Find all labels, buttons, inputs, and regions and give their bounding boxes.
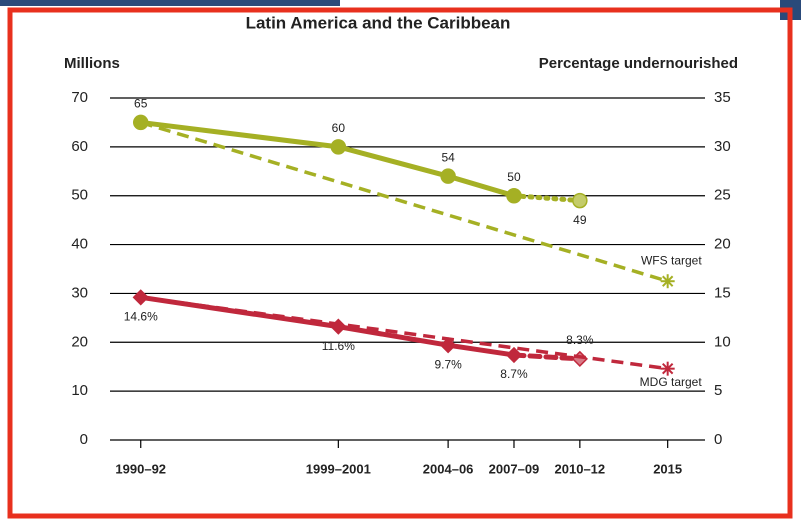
y-tick-label: 20 (71, 333, 88, 350)
top-strip (0, 0, 340, 6)
y2-tick-label: 30 (714, 138, 731, 155)
data-label: 8.3% (566, 333, 594, 347)
y2-tick-label: 25 (714, 187, 731, 204)
x-tick-label: 2010–12 (555, 461, 606, 476)
data-label: 9.7% (434, 357, 462, 371)
y-tick-label: 50 (71, 187, 88, 204)
y2-tick-label: 5 (714, 382, 722, 399)
y-tick-label: 0 (80, 431, 88, 448)
y-axis-label: Millions (64, 55, 120, 72)
y2-tick-label: 10 (714, 333, 731, 350)
data-label: 14.6% (124, 310, 158, 324)
series-line (138, 119, 517, 199)
data-label: 50 (507, 170, 521, 184)
y-tick-label: 40 (71, 236, 88, 253)
marker (572, 192, 588, 209)
y2-axis-label: Percentage undernourished (539, 55, 738, 72)
y-tick-label: 70 (71, 89, 88, 106)
marker (439, 337, 457, 354)
data-label: 65 (134, 97, 148, 111)
series-label: WFS target (641, 253, 702, 267)
y-tick-label: 10 (71, 382, 88, 399)
data-label: 54 (441, 150, 455, 164)
data-label: 49 (573, 213, 587, 227)
data-label: 8.7% (500, 367, 528, 381)
target-line (140, 120, 669, 283)
target-marker (660, 274, 675, 289)
y-tick-label: 30 (71, 284, 88, 301)
projection-line (511, 352, 583, 362)
projection-line (511, 193, 583, 204)
x-tick-label: 2007–09 (489, 461, 540, 476)
data-label: 11.6% (322, 339, 355, 353)
marker (505, 346, 523, 364)
marker (440, 168, 456, 184)
x-tick-label: 2015 (653, 461, 682, 476)
y-tick-label: 60 (71, 138, 88, 155)
marker (506, 187, 522, 204)
target-line (140, 295, 668, 371)
target-marker (660, 361, 675, 376)
chart-title: Latin America and the Caribbean (246, 13, 511, 32)
marker (330, 139, 347, 155)
x-tick-label: 2004–06 (423, 461, 474, 476)
series-label: MDG target (640, 375, 703, 389)
y2-tick-label: 15 (714, 284, 731, 301)
x-tick-label: 1999–2001 (306, 461, 371, 476)
frame (7, 7, 793, 519)
data-label: 60 (332, 121, 346, 135)
y2-tick-label: 35 (714, 89, 731, 106)
y2-tick-label: 20 (714, 236, 731, 253)
x-tick-label: 1990–92 (115, 461, 166, 476)
y2-tick-label: 0 (714, 431, 722, 448)
